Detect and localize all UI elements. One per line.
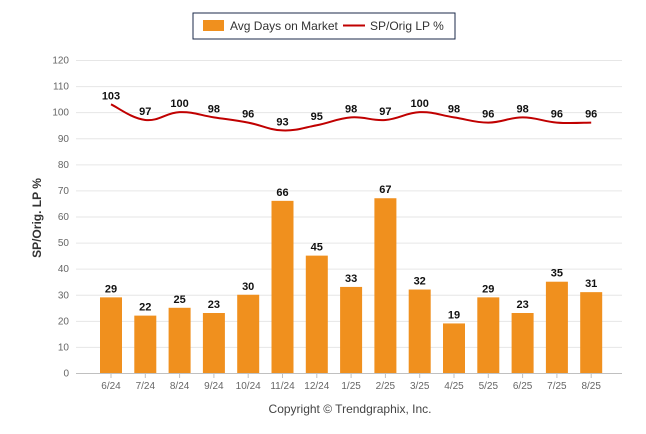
x-tick-label: 5/25 xyxy=(479,381,499,392)
line-value-label: 98 xyxy=(208,103,220,115)
y-tick-label: 30 xyxy=(58,290,70,301)
bar xyxy=(477,297,500,373)
bar xyxy=(237,294,260,373)
x-tick-label: 6/24 xyxy=(101,381,121,392)
legend: Avg Days on Market SP/Orig LP % xyxy=(192,12,456,40)
bar-value-label: 32 xyxy=(414,276,426,288)
bar xyxy=(443,323,465,373)
line-value-label: 95 xyxy=(311,111,323,123)
x-tick-label: 1/25 xyxy=(341,381,361,392)
x-tick-label: 7/24 xyxy=(136,381,156,392)
line-value-label: 98 xyxy=(345,103,357,115)
x-tick-label: 11/24 xyxy=(270,381,295,392)
bar-value-label: 35 xyxy=(551,268,563,280)
line-value-label: 93 xyxy=(276,116,288,128)
bar xyxy=(374,198,397,373)
y-tick-label: 90 xyxy=(58,134,70,145)
x-tick-label: 9/24 xyxy=(204,381,224,392)
bar xyxy=(134,315,157,373)
bar-value-label: 29 xyxy=(482,283,494,295)
y-axis: 0 10 20 30 40 50 60 70 80 90 100 110 120 xyxy=(52,56,69,380)
line-value-label: 100 xyxy=(170,98,188,110)
line-value-label: 96 xyxy=(482,109,494,121)
bar xyxy=(305,255,328,373)
bar xyxy=(100,297,122,373)
y-tick-label: 10 xyxy=(58,342,70,353)
y-tick-label: 60 xyxy=(58,212,70,223)
x-tick-label: 12/24 xyxy=(304,381,329,392)
x-tick-label: 8/24 xyxy=(170,381,190,392)
bar-value-label: 23 xyxy=(208,299,220,311)
x-axis: 6/24 7/24 8/24 9/24 10/24 11/24 12/24 1/25 2/25 3… xyxy=(76,373,622,392)
bar-value-label: 67 xyxy=(379,184,391,196)
y-axis-title: SP/Orig. LP % xyxy=(30,178,44,258)
bar xyxy=(545,281,568,373)
y-tick-label: 80 xyxy=(58,160,70,171)
bar-value-label: 25 xyxy=(173,294,185,306)
bar xyxy=(340,286,363,373)
bar-value-label: 23 xyxy=(516,299,528,311)
legend-box xyxy=(192,12,456,40)
y-tick-label: 0 xyxy=(63,369,69,380)
bar-value-label: 45 xyxy=(311,242,323,254)
legend-bar-swatch xyxy=(203,20,224,31)
bar xyxy=(511,313,534,373)
bar-value-label: 33 xyxy=(345,273,357,285)
bar-value-label: 66 xyxy=(276,187,288,199)
bar xyxy=(168,307,191,373)
bar-value-label: 29 xyxy=(105,283,117,295)
x-tick-label: 4/25 xyxy=(444,381,464,392)
line-value-label: 98 xyxy=(448,103,460,115)
bar-value-label: 30 xyxy=(242,281,254,293)
bar-series: 29 22 25 23 30 66 45 33 67 32 19 29 23 35 31 xyxy=(100,184,603,373)
y-tick-label: 120 xyxy=(52,56,69,67)
x-tick-label: 6/25 xyxy=(513,381,533,392)
y-tick-label: 40 xyxy=(58,264,70,275)
bar xyxy=(408,289,431,373)
line-series: 103 97 100 98 96 93 95 98 97 100 98 96 98 96 96 xyxy=(102,90,597,132)
line-value-label: 100 xyxy=(411,98,429,110)
copyright-text: Copyright © Trendgraphix, Inc. xyxy=(269,402,432,416)
line-path xyxy=(110,103,592,132)
x-tick-label: 2/25 xyxy=(376,381,396,392)
line-value-label: 96 xyxy=(242,109,254,121)
bar xyxy=(580,292,603,373)
bar-value-label: 22 xyxy=(139,302,151,314)
line-value-label: 96 xyxy=(585,109,597,121)
line-value-label: 97 xyxy=(379,106,391,118)
y-tick-label: 70 xyxy=(58,186,70,197)
line-value-label: 96 xyxy=(551,109,563,121)
legend-line-label: SP/Orig LP % xyxy=(370,19,444,33)
y-tick-label: 100 xyxy=(52,108,69,119)
x-tick-label: 3/25 xyxy=(410,381,430,392)
line-value-label: 98 xyxy=(516,103,528,115)
legend-bar-label: Avg Days on Market xyxy=(230,19,338,33)
line-value-label: 103 xyxy=(102,90,120,102)
bar-value-label: 19 xyxy=(448,309,460,321)
x-tick-label: 7/25 xyxy=(547,381,567,392)
x-tick-label: 8/25 xyxy=(581,381,601,392)
y-tick-label: 20 xyxy=(58,316,70,327)
bar-value-label: 31 xyxy=(585,278,597,290)
y-tick-label: 110 xyxy=(53,82,69,93)
bar xyxy=(271,200,294,373)
bar xyxy=(202,313,225,373)
x-tick-label: 10/24 xyxy=(236,381,261,392)
y-tick-label: 50 xyxy=(58,238,70,249)
line-value-label: 97 xyxy=(139,106,151,118)
